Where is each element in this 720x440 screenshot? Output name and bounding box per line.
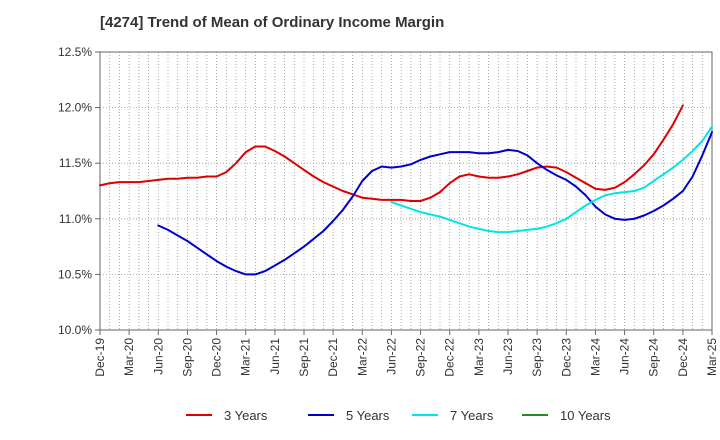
- x-tick-label: Mar-22: [355, 338, 369, 376]
- legend-label: 10 Years: [560, 408, 611, 423]
- legend-label: 7 Years: [450, 408, 494, 423]
- x-tick-label: Sep-23: [530, 338, 544, 377]
- y-tick-label: 10.5%: [58, 267, 92, 281]
- x-tick-label: Jun-24: [618, 338, 632, 375]
- legend: 3 Years 5 Years 7 Years 10 Years: [186, 408, 611, 423]
- x-tick-label: Sep-20: [180, 338, 194, 377]
- legend-label: 3 Years: [224, 408, 268, 423]
- x-tick-label: Dec-21: [326, 338, 340, 377]
- x-tick-label: Sep-22: [414, 338, 428, 377]
- series-line-7-years: [390, 125, 713, 234]
- legend-label: 5 Years: [346, 408, 390, 423]
- series-line-3-years: [99, 104, 684, 202]
- x-tick-label: Mar-20: [122, 338, 136, 376]
- x-tick-label: Sep-21: [297, 338, 311, 377]
- y-tick-label: 10.0%: [58, 323, 92, 337]
- x-tick-label: Jun-20: [151, 338, 165, 375]
- x-tick-label: Jun-23: [501, 338, 515, 375]
- series-line-5-years: [157, 131, 713, 276]
- grid-lines: [100, 52, 712, 330]
- y-tick-label: 11.0%: [59, 212, 92, 226]
- x-tick-label: Mar-23: [472, 338, 486, 376]
- x-tick-label: Sep-24: [647, 338, 661, 377]
- y-tick-label: 12.5%: [58, 45, 92, 59]
- x-tick-label: Dec-20: [210, 338, 224, 377]
- x-tick-label: Jun-22: [384, 338, 398, 375]
- y-tick-label: 11.5%: [59, 156, 92, 170]
- plot-area: [100, 52, 712, 330]
- x-tick-label: Mar-25: [705, 338, 719, 376]
- plot-frame: [99, 51, 713, 331]
- x-tick-label: Dec-24: [676, 338, 690, 377]
- series-lines: [99, 104, 713, 276]
- x-tick-label: Dec-19: [93, 338, 107, 377]
- chart-title: [4274] Trend of Mean of Ordinary Income …: [100, 14, 445, 31]
- y-tick-label: 12.0%: [58, 101, 92, 115]
- x-tick-label: Mar-24: [588, 338, 602, 376]
- x-tick-label: Dec-23: [559, 338, 573, 377]
- axes: 10.0% 10.5% 11.0% 11.5% 12.0% 12.5% Dec-19 Mar-…: [58, 45, 719, 377]
- x-tick-label: Jun-21: [268, 338, 282, 375]
- x-tick-label: Dec-22: [443, 338, 457, 377]
- x-tick-label: Mar-21: [239, 338, 253, 376]
